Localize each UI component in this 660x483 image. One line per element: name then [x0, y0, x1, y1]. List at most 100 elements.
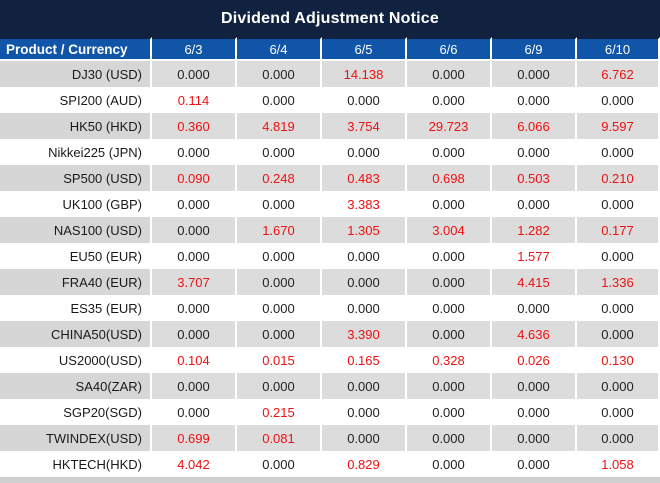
- product-cell: CHINA50(USD): [0, 321, 152, 347]
- value-cell: 0.000: [152, 243, 237, 269]
- value-cell: 0.000: [577, 373, 660, 399]
- dividend-table: Product / Currency 6/3 6/4 6/5 6/6 6/9 6/10 D…: [0, 37, 660, 477]
- value-cell: 0.000: [577, 425, 660, 451]
- value-cell: 0.000: [152, 191, 237, 217]
- value-cell: 0.000: [407, 425, 492, 451]
- product-cell: Nikkei225 (JPN): [0, 139, 152, 165]
- date-header: 6/4: [237, 37, 322, 61]
- value-cell: 0.000: [152, 321, 237, 347]
- value-cell: 0.177: [577, 217, 660, 243]
- value-cell: 0.000: [152, 61, 237, 87]
- value-cell: 3.707: [152, 269, 237, 295]
- value-cell: 0.503: [492, 165, 577, 191]
- value-cell: 0.000: [322, 87, 407, 113]
- value-cell: 0.000: [152, 295, 237, 321]
- value-cell: 0.130: [577, 347, 660, 373]
- value-cell: 0.000: [322, 399, 407, 425]
- value-cell: 0.215: [237, 399, 322, 425]
- value-cell: 0.000: [492, 61, 577, 87]
- value-cell: 0.000: [577, 87, 660, 113]
- value-cell: 0.000: [152, 373, 237, 399]
- value-cell: 0.000: [492, 295, 577, 321]
- value-cell: 0.104: [152, 347, 237, 373]
- value-cell: 0.081: [237, 425, 322, 451]
- value-cell: 0.165: [322, 347, 407, 373]
- product-cell: DJ30 (USD): [0, 61, 152, 87]
- table-row: EU50 (EUR) 0.000 0.000 0.000 0.000 1.577 0.000: [0, 243, 660, 269]
- value-cell: 6.762: [577, 61, 660, 87]
- value-cell: 0.000: [237, 139, 322, 165]
- table-row: HKTECH(HKD) 4.042 0.000 0.829 0.000 0.000 1.05…: [0, 451, 660, 477]
- value-cell: 0.000: [322, 373, 407, 399]
- value-cell: 0.000: [322, 269, 407, 295]
- value-cell: 6.066: [492, 113, 577, 139]
- value-cell: 1.282: [492, 217, 577, 243]
- value-cell: 0.000: [577, 321, 660, 347]
- value-cell: 0.000: [152, 139, 237, 165]
- value-cell: 0.000: [407, 243, 492, 269]
- table-row: DJ30 (USD) 0.000 0.000 14.138 0.000 0.000 6.76…: [0, 61, 660, 87]
- value-cell: 0.000: [407, 451, 492, 477]
- value-cell: 0.000: [407, 321, 492, 347]
- value-cell: 0.328: [407, 347, 492, 373]
- value-cell: 0.000: [322, 139, 407, 165]
- value-cell: 0.000: [492, 451, 577, 477]
- value-cell: 0.015: [237, 347, 322, 373]
- value-cell: 0.026: [492, 347, 577, 373]
- value-cell: 0.248: [237, 165, 322, 191]
- product-cell: US2000(USD): [0, 347, 152, 373]
- value-cell: 3.004: [407, 217, 492, 243]
- value-cell: 4.415: [492, 269, 577, 295]
- value-cell: 0.000: [492, 87, 577, 113]
- value-cell: 0.000: [492, 425, 577, 451]
- product-cell: NAS100 (USD): [0, 217, 152, 243]
- value-cell: 0.000: [577, 243, 660, 269]
- table-row: FRA40 (EUR) 3.707 0.000 0.000 0.000 4.415 1.33…: [0, 269, 660, 295]
- value-cell: 0.000: [237, 87, 322, 113]
- value-cell: 0.000: [237, 373, 322, 399]
- value-cell: 0.000: [407, 295, 492, 321]
- table-row: Nikkei225 (JPN) 0.000 0.000 0.000 0.000 0.000…: [0, 139, 660, 165]
- value-cell: 1.577: [492, 243, 577, 269]
- product-cell: SA40(ZAR): [0, 373, 152, 399]
- table-row: SGP20(SGD) 0.000 0.215 0.000 0.000 0.000 0.000: [0, 399, 660, 425]
- value-cell: 0.000: [492, 399, 577, 425]
- table-row: ES35 (EUR) 0.000 0.000 0.000 0.000 0.000 0.000: [0, 295, 660, 321]
- value-cell: 4.636: [492, 321, 577, 347]
- value-cell: 3.383: [322, 191, 407, 217]
- value-cell: 14.138: [322, 61, 407, 87]
- product-cell: HKTECH(HKD): [0, 451, 152, 477]
- value-cell: 29.723: [407, 113, 492, 139]
- value-cell: 4.819: [237, 113, 322, 139]
- product-cell: EU50 (EUR): [0, 243, 152, 269]
- value-cell: 1.670: [237, 217, 322, 243]
- value-cell: 1.058: [577, 451, 660, 477]
- value-cell: 0.000: [577, 399, 660, 425]
- product-cell: ES35 (EUR): [0, 295, 152, 321]
- table-row: UK100 (GBP) 0.000 0.000 3.383 0.000 0.000 0.00…: [0, 191, 660, 217]
- value-cell: 0.114: [152, 87, 237, 113]
- value-cell: 0.000: [407, 269, 492, 295]
- value-cell: 0.000: [577, 295, 660, 321]
- value-cell: 0.000: [237, 243, 322, 269]
- product-cell: FRA40 (EUR): [0, 269, 152, 295]
- header-row: Product / Currency 6/3 6/4 6/5 6/6 6/9 6/10: [0, 37, 660, 61]
- value-cell: 1.305: [322, 217, 407, 243]
- table-row: TWINDEX(USD) 0.699 0.081 0.000 0.000 0.000 0.0…: [0, 425, 660, 451]
- value-cell: 1.336: [577, 269, 660, 295]
- value-cell: 0.829: [322, 451, 407, 477]
- bottom-scroll-track: [0, 477, 660, 483]
- value-cell: 0.000: [407, 87, 492, 113]
- value-cell: 0.000: [407, 61, 492, 87]
- value-cell: 0.000: [152, 399, 237, 425]
- value-cell: 9.597: [577, 113, 660, 139]
- value-cell: 0.000: [492, 373, 577, 399]
- value-cell: 0.000: [407, 139, 492, 165]
- value-cell: 0.000: [577, 191, 660, 217]
- date-header: 6/9: [492, 37, 577, 61]
- value-cell: 0.000: [322, 295, 407, 321]
- table-row: CHINA50(USD) 0.000 0.000 3.390 0.000 4.636 0.0…: [0, 321, 660, 347]
- value-cell: 0.483: [322, 165, 407, 191]
- product-cell: HK50 (HKD): [0, 113, 152, 139]
- value-cell: 4.042: [152, 451, 237, 477]
